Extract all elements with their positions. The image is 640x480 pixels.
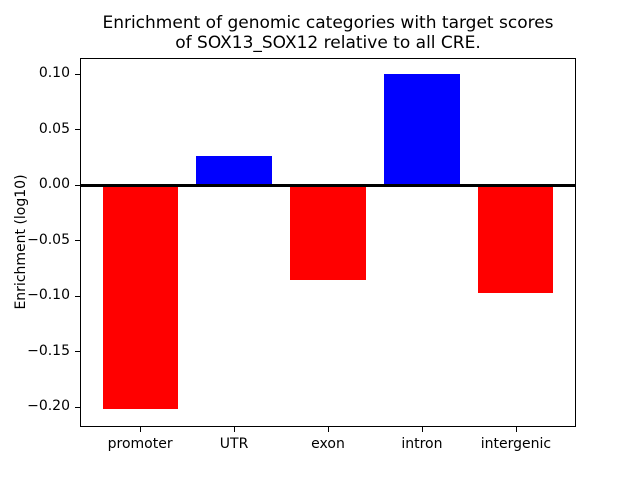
x-tick-label-exon: exon xyxy=(311,436,345,453)
y-tick-0.10 xyxy=(75,73,80,75)
bar-intergenic xyxy=(478,185,554,293)
x-tick-label-promoter: promoter xyxy=(107,436,173,453)
y-tick-0.00 xyxy=(75,184,80,186)
y-tick-−0.15 xyxy=(75,351,80,353)
bar-exon xyxy=(290,185,366,280)
y-tick-label-0.10: 0.10 xyxy=(38,65,70,82)
x-tick-label-intergenic: intergenic xyxy=(480,436,552,453)
x-tick-exon xyxy=(328,427,329,433)
x-tick-label-UTR: UTR xyxy=(219,436,249,453)
x-tick-label-intron: intron xyxy=(401,436,443,453)
y-tick-label-−0.15: −0.15 xyxy=(27,342,70,359)
bar-intron xyxy=(384,74,460,186)
y-tick-−0.10 xyxy=(75,295,80,297)
y-tick-−0.05 xyxy=(75,240,80,242)
y-tick-label-−0.05: −0.05 xyxy=(27,231,70,248)
y-tick-label-−0.20: −0.20 xyxy=(27,398,70,415)
x-tick-promoter xyxy=(140,427,142,433)
bar-UTR xyxy=(196,156,272,186)
y-tick-0.05 xyxy=(75,129,80,131)
zero-line xyxy=(80,183,576,187)
bar-promoter xyxy=(102,185,178,410)
x-tick-intergenic xyxy=(515,427,517,433)
x-tick-UTR xyxy=(234,427,236,433)
y-tick-label-0.00: 0.00 xyxy=(38,176,70,193)
chart-title: Enrichment of genomic categories with ta… xyxy=(102,13,554,53)
y-tick-label-0.05: 0.05 xyxy=(38,120,70,137)
y-tick-label-−0.10: −0.10 xyxy=(27,287,70,304)
x-tick-intron xyxy=(421,427,423,433)
y-tick-−0.20 xyxy=(75,406,80,408)
